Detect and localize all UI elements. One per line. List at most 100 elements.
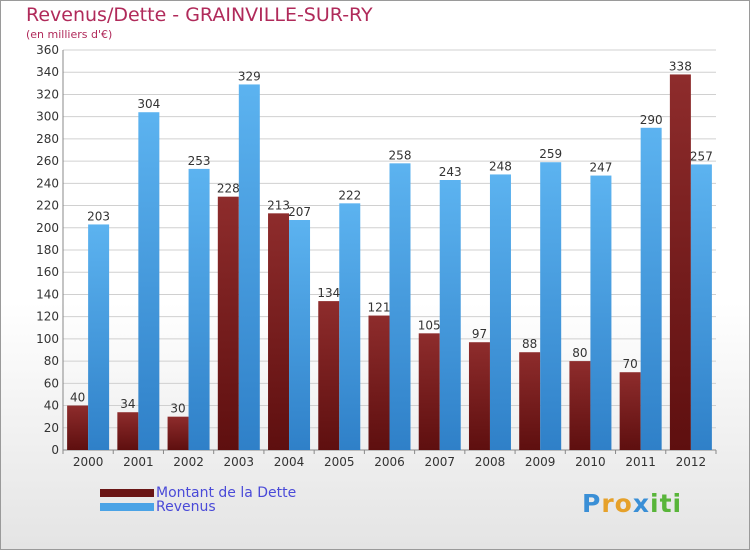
bar-debt-2012	[669, 74, 691, 450]
data-label-debt-2000: 40	[70, 391, 85, 405]
bar-debt-2003	[217, 196, 239, 450]
bar-revenue-2002	[188, 168, 210, 450]
x-tick-label: 2000	[73, 455, 104, 469]
bar-debt-2006	[368, 315, 390, 450]
bar-revenue-2001	[138, 112, 160, 450]
bar-revenue-2011	[640, 127, 662, 451]
legend-label-debt: Montant de la Dette	[156, 485, 297, 501]
x-tick-label: 2011	[625, 455, 656, 469]
y-tick-label: 320	[36, 87, 59, 101]
bar-debt-2010	[569, 361, 591, 450]
bar-revenue-2005	[339, 203, 361, 450]
legend: Montant de la Dette Revenus	[100, 486, 296, 514]
x-tick-label: 2005	[324, 455, 355, 469]
data-label-revenue-2001: 304	[137, 97, 160, 111]
bar-revenue-2010	[590, 175, 612, 451]
data-label-revenue-2002: 253	[188, 154, 211, 168]
bar-debt-2002	[167, 416, 189, 450]
chart-title: Revenus/Dette - GRAINVILLE-SUR-RY	[26, 4, 373, 26]
proxiti-logo: Proxiti	[582, 489, 682, 518]
data-label-debt-2002: 30	[170, 402, 185, 416]
data-label-revenue-2010: 247	[589, 161, 612, 175]
bar-debt-2007	[418, 333, 440, 450]
x-tick-label: 2012	[676, 455, 707, 469]
x-tick-label: 2006	[374, 455, 405, 469]
data-label-revenue-2007: 243	[439, 165, 462, 179]
data-label-revenue-2011: 290	[640, 113, 663, 127]
y-tick-label: 240	[36, 176, 59, 190]
data-label-debt-2006: 121	[368, 301, 391, 315]
bar-revenue-2000	[88, 224, 110, 450]
logo-letter: P	[582, 489, 602, 518]
data-label-debt-2012: 338	[669, 59, 692, 73]
bar-debt-2011	[619, 372, 641, 450]
logo-letter: t	[659, 489, 673, 518]
legend-swatch-revenue	[100, 503, 154, 511]
legend-item-revenue: Revenus	[100, 500, 296, 514]
x-tick-label: 2001	[123, 455, 154, 469]
y-tick-label: 280	[36, 132, 59, 146]
y-tick-label: 300	[36, 110, 59, 124]
bar-revenue-2006	[389, 163, 411, 451]
data-label-revenue-2008: 248	[489, 159, 512, 173]
data-label-debt-2008: 97	[472, 327, 487, 341]
bar-debt-2004	[268, 213, 290, 450]
bar-revenue-2004	[289, 220, 311, 450]
data-label-debt-2010: 80	[572, 346, 587, 360]
logo-letter: x	[632, 489, 650, 518]
data-label-revenue-2012: 257	[690, 149, 713, 163]
legend-item-debt: Montant de la Dette	[100, 486, 296, 500]
x-tick-label: 2009	[525, 455, 556, 469]
data-label-debt-2003: 228	[217, 182, 240, 196]
chart-subtitle: (en milliers d'€)	[26, 28, 113, 41]
bar-revenue-2007	[439, 180, 461, 450]
logo-letter: r	[601, 489, 615, 518]
data-label-revenue-2006: 258	[389, 148, 412, 162]
data-label-debt-2005: 134	[317, 286, 340, 300]
data-label-debt-2001: 34	[120, 397, 135, 411]
bar-debt-2005	[318, 301, 340, 450]
x-tick-label: 2007	[424, 455, 455, 469]
y-tick-label: 20	[44, 421, 59, 435]
y-tick-label: 260	[36, 154, 59, 168]
y-tick-label: 360	[36, 43, 59, 57]
y-tick-label: 80	[44, 354, 59, 368]
data-label-debt-2009: 88	[522, 337, 537, 351]
data-label-revenue-2009: 259	[539, 147, 562, 161]
bar-debt-2009	[519, 352, 541, 450]
legend-swatch-debt	[100, 489, 154, 497]
x-tick-label: 2008	[475, 455, 506, 469]
y-tick-label: 180	[36, 243, 59, 257]
bar-revenue-2003	[238, 84, 260, 450]
data-label-revenue-2004: 207	[288, 205, 311, 219]
data-label-debt-2004: 213	[267, 198, 290, 212]
y-tick-label: 60	[44, 376, 59, 390]
data-label-debt-2007: 105	[418, 318, 441, 332]
bar-revenue-2009	[540, 162, 562, 450]
bar-debt-2000	[67, 405, 89, 450]
data-label-revenue-2000: 203	[87, 209, 110, 223]
logo-letter: i	[650, 489, 660, 518]
y-tick-label: 0	[51, 443, 59, 457]
bar-revenue-2008	[489, 174, 511, 450]
logo-letter: o	[614, 489, 633, 518]
y-tick-label: 160	[36, 265, 59, 279]
x-tick-label: 2010	[575, 455, 606, 469]
y-tick-label: 140	[36, 287, 59, 301]
y-tick-label: 200	[36, 221, 59, 235]
data-label-revenue-2005: 222	[338, 188, 361, 202]
x-tick-label: 2002	[173, 455, 204, 469]
data-label-revenue-2003: 329	[238, 69, 261, 83]
y-tick-label: 340	[36, 65, 59, 79]
x-tick-label: 2004	[274, 455, 305, 469]
y-tick-label: 100	[36, 332, 59, 346]
data-label-debt-2011: 70	[623, 357, 638, 371]
y-tick-label: 120	[36, 310, 59, 324]
y-tick-label: 220	[36, 199, 59, 213]
legend-label-revenue: Revenus	[156, 499, 216, 515]
bar-debt-2008	[468, 342, 490, 450]
y-tick-label: 40	[44, 399, 59, 413]
x-tick-label: 2003	[224, 455, 255, 469]
